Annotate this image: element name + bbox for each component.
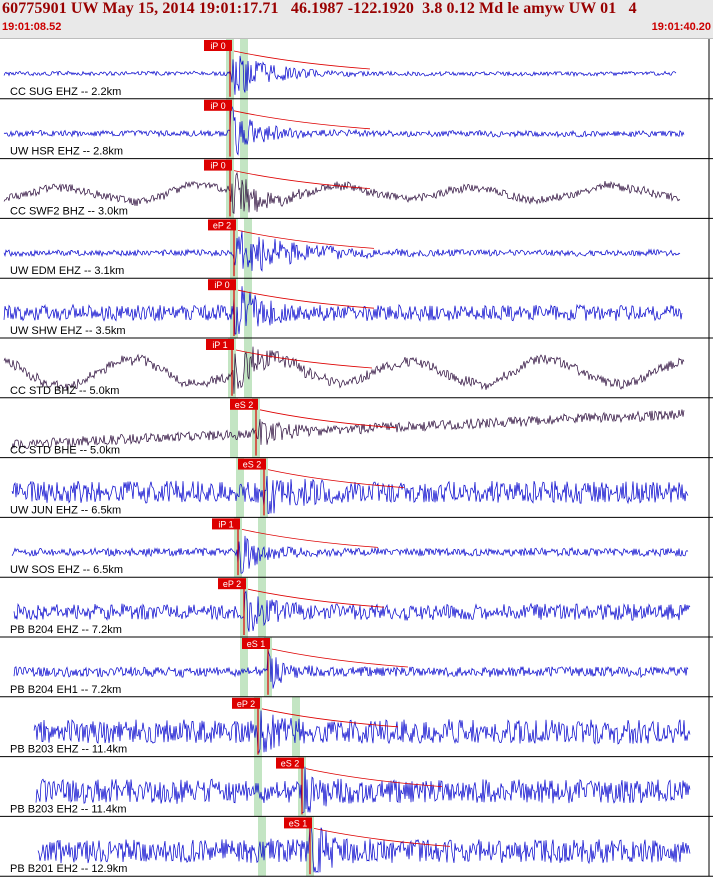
end-time: 19:01:40.20 <box>651 21 711 33</box>
coda-decay-line <box>233 170 371 189</box>
coda-decay-line <box>237 289 375 309</box>
coda-decay-line <box>235 349 373 369</box>
coda-decay-line <box>233 110 371 130</box>
coda-decay-line <box>267 469 405 488</box>
pick-label: iP 1 <box>218 519 233 529</box>
pick-label: iP 0 <box>214 280 229 290</box>
seismic-trace[interactable] <box>3 55 677 95</box>
pick-label-box[interactable] <box>208 219 236 231</box>
seismic-trace[interactable] <box>3 106 685 156</box>
coda-decay-line <box>271 648 409 668</box>
pick-label: eP 2 <box>223 579 241 589</box>
pick-label-box[interactable] <box>204 40 232 51</box>
pick-label-box[interactable] <box>208 279 236 291</box>
coda-decay-line <box>313 828 451 847</box>
coda-decay-line <box>261 708 399 728</box>
coda-decay-line <box>237 230 375 249</box>
coda-decay-line <box>305 768 443 787</box>
pick-label: eS 2 <box>235 400 254 410</box>
s-window-band <box>244 218 252 279</box>
s-window-band <box>240 158 248 219</box>
pick-label: eP 2 <box>237 699 255 709</box>
p-window-band <box>240 637 248 697</box>
pick-label: eS 1 <box>289 818 308 828</box>
s-window-band <box>240 98 248 159</box>
station-label: UW SOS EHZ -- 6.5km <box>10 564 123 576</box>
seismic-trace[interactable] <box>3 346 685 394</box>
pick-label: eS 1 <box>247 639 266 649</box>
station-label: UW EDM EHZ -- 3.1km <box>10 265 124 277</box>
seismic-trace[interactable] <box>33 710 691 754</box>
seismic-trace[interactable] <box>13 590 691 632</box>
pick-label-box[interactable] <box>206 339 234 350</box>
coda-decay-line <box>247 588 385 608</box>
station-label: PB B203 EHZ -- 11.4km <box>10 744 127 756</box>
s-window-band <box>244 338 252 398</box>
seismic-trace[interactable] <box>11 409 685 449</box>
pick-label-box[interactable] <box>230 398 258 410</box>
s-window-band <box>244 278 252 338</box>
pick-label-box[interactable] <box>242 638 270 649</box>
p-window-band <box>258 816 266 877</box>
pick-label-box[interactable] <box>204 99 232 111</box>
seismic-trace[interactable] <box>37 824 691 873</box>
s-window-band <box>258 577 266 637</box>
pick-label-box[interactable] <box>284 817 312 829</box>
trace-panel[interactable]: iP 0 CC SUG EHZ -- 2.2km iP 0 UW HSR EHZ --… <box>0 39 713 878</box>
event-title: 60775901 UW May 15, 2014 19:01:17.71 46.… <box>2 0 637 17</box>
coda-decay-line <box>241 529 379 548</box>
station-label: CC STD BHZ -- 5.0km <box>10 385 119 397</box>
station-label: CC SUG EHZ -- 2.2km <box>10 86 121 98</box>
station-label: PB B204 EH1 -- 7.2km <box>10 684 121 696</box>
pick-label-box[interactable] <box>204 159 232 171</box>
pick-label: iP 1 <box>212 340 227 350</box>
station-label: CC STD BHE -- 5.0km <box>10 445 120 457</box>
seismic-trace[interactable] <box>11 475 689 514</box>
station-label: CC SWF2 BHZ -- 3.0km <box>10 205 128 217</box>
station-label: UW SHW EHZ -- 3.5km <box>10 325 126 337</box>
seismic-trace[interactable] <box>11 535 689 574</box>
seismic-trace[interactable] <box>35 766 691 813</box>
pick-label: iP 0 <box>210 101 225 111</box>
p-window-band <box>230 397 238 458</box>
pick-label-box[interactable] <box>218 578 246 590</box>
station-label: UW HSR EHZ -- 2.8km <box>10 146 123 158</box>
pick-label: iP 0 <box>210 41 225 51</box>
seismic-trace[interactable] <box>13 649 689 689</box>
pick-label-box[interactable] <box>276 757 304 769</box>
s-window-band <box>258 517 266 578</box>
start-time: 19:01:08.52 <box>2 21 62 33</box>
pick-label: eS 2 <box>243 460 262 470</box>
pick-label: eP 2 <box>213 220 231 230</box>
pick-label: eS 2 <box>281 759 300 769</box>
station-label: UW JUN EHZ -- 6.5km <box>10 504 121 516</box>
station-label: PB B201 EH2 -- 12.9km <box>10 863 127 875</box>
seismic-trace[interactable] <box>3 230 681 272</box>
station-label: PB B204 EHZ -- 7.2km <box>10 624 122 636</box>
s-window-band <box>240 39 248 99</box>
seismic-trace[interactable] <box>3 171 681 214</box>
pick-label-box[interactable] <box>232 697 260 709</box>
pick-label: iP 0 <box>210 161 225 171</box>
coda-decay-line <box>259 409 397 429</box>
pick-label-box[interactable] <box>238 458 266 470</box>
coda-decay-line <box>233 50 371 70</box>
seismic-trace[interactable] <box>3 286 683 335</box>
station-label: PB B203 EH2 -- 11.4km <box>10 803 127 815</box>
event-header: 60775901 UW May 15, 2014 19:01:17.71 46.… <box>0 0 713 39</box>
pick-label-box[interactable] <box>212 518 240 530</box>
